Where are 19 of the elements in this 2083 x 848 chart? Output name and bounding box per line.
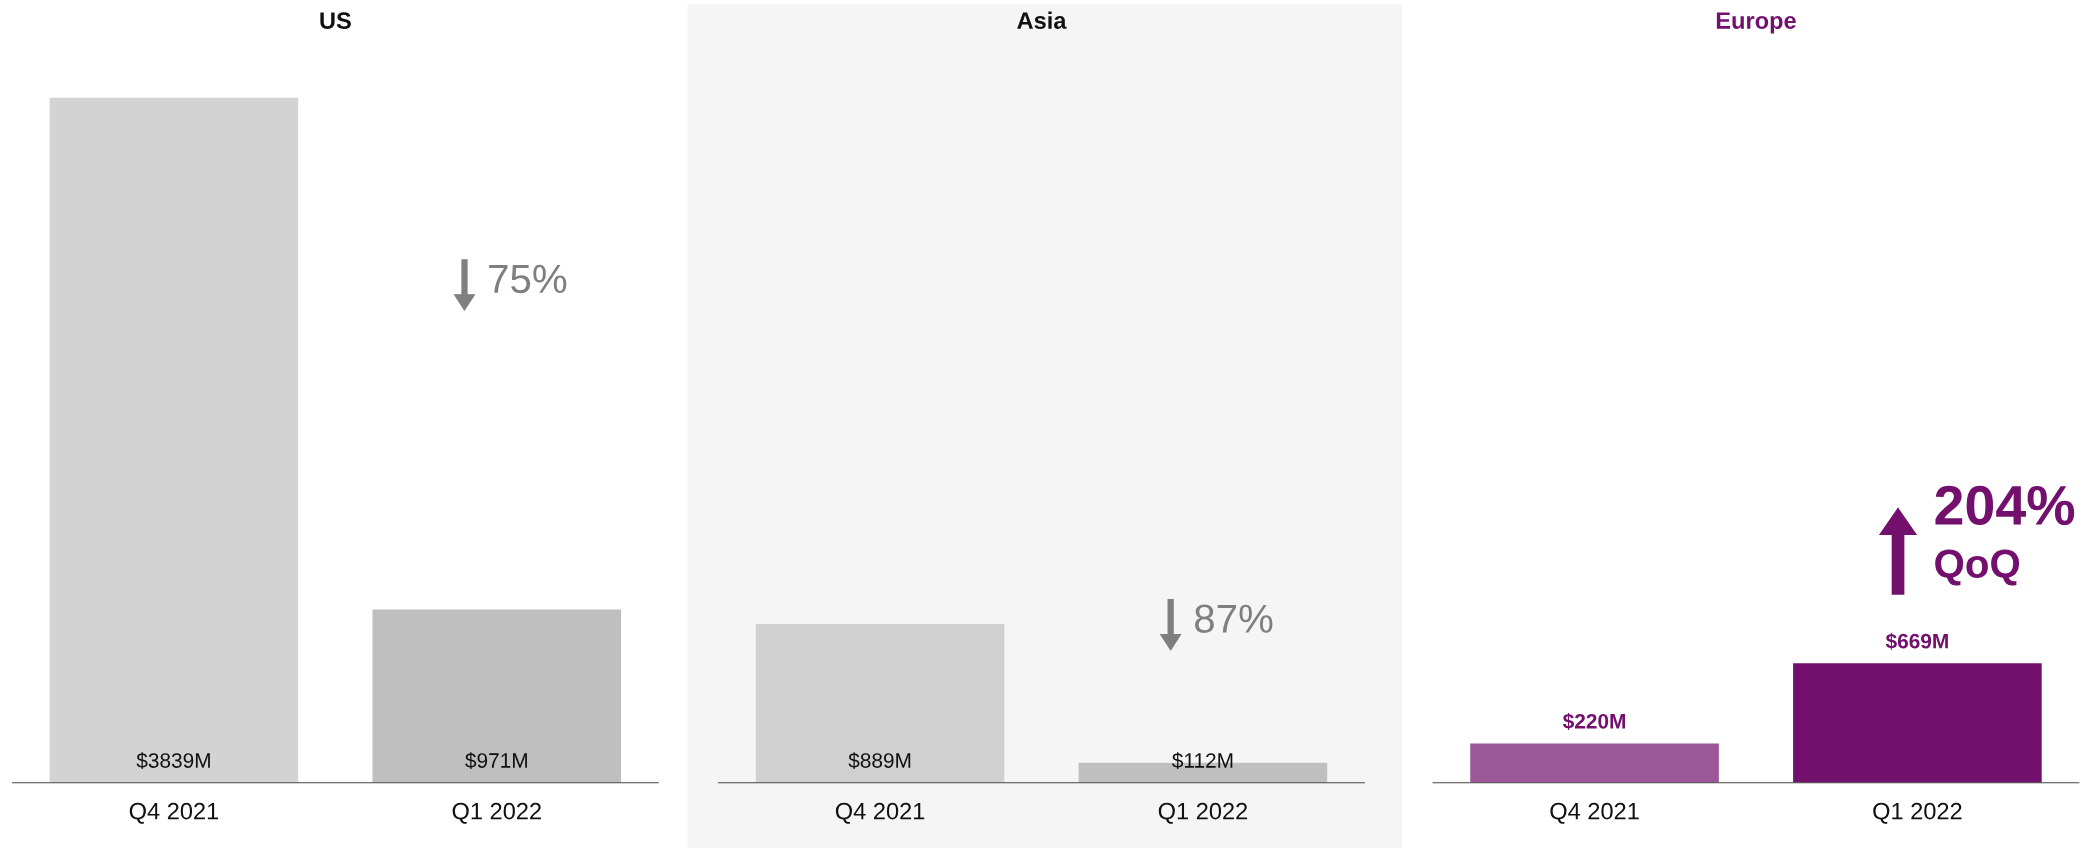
text: QoQ [1935, 549, 2020, 586]
x-tick-label: Q4 2021 [129, 802, 219, 824]
data-label: $669M [1885, 632, 1948, 650]
data-label: $112M [1172, 752, 1233, 770]
annotation: 75% [489, 264, 567, 294]
data-label: $971M [465, 752, 527, 770]
x-tick-label: Q1 2022 [1873, 802, 1962, 824]
chart-title: Europe [1716, 12, 1796, 34]
chart-title: US [320, 12, 351, 29]
data-label: $3839M [136, 752, 210, 770]
chart-title: Asia [1017, 11, 1067, 29]
annotation: 87% [1195, 604, 1273, 633]
data-label: $220M [1562, 712, 1625, 730]
text: 204% [1935, 485, 2075, 526]
x-tick-label: Q4 2021 [1550, 802, 1639, 824]
data-label: $889M [848, 752, 911, 770]
x-tick-label: Q1 2022 [1158, 802, 1248, 824]
x-tick-label: Q4 2021 [835, 802, 925, 824]
x-tick-label: Q1 2022 [452, 802, 541, 824]
